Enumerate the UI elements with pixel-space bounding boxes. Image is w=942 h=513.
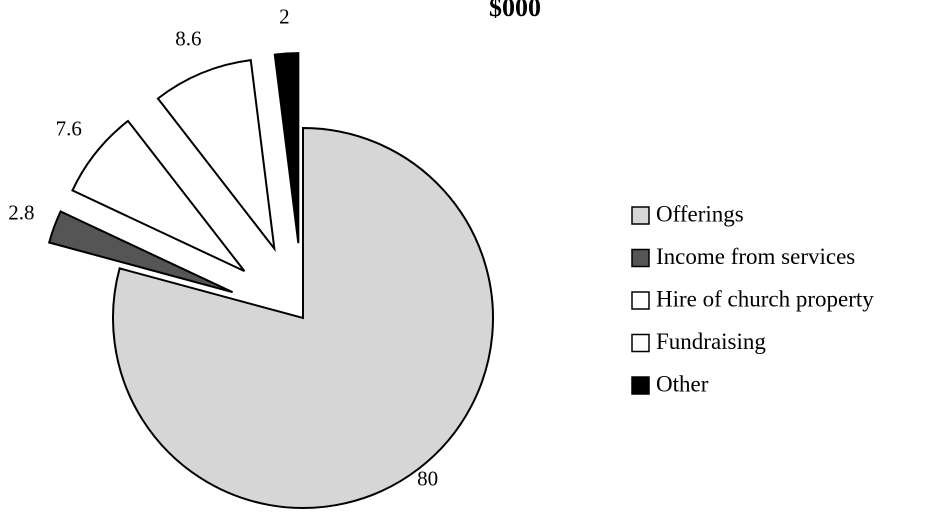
legend-swatch (631, 333, 650, 353)
legend-label: Hire of church property (656, 286, 874, 311)
legend-swatch (631, 376, 650, 395)
pie-slice (112, 126, 494, 509)
legend-swatch (631, 206, 650, 225)
pie-slice (273, 52, 300, 244)
chart-title: $000 (489, 0, 541, 22)
pie-slice (47, 210, 234, 294)
data-label: 7.6 (56, 116, 82, 140)
legend-swatch (631, 248, 650, 268)
data-label: 2 (279, 4, 290, 28)
legend-label: Other (656, 371, 709, 396)
pie-slice (71, 119, 246, 273)
legend-swatch (631, 291, 650, 310)
legend-label: Fundraising (656, 329, 766, 354)
legend-label: Offerings (656, 201, 744, 226)
legend-label: Income from services (656, 244, 855, 269)
data-label: 80 (417, 467, 438, 491)
data-label: 8.6 (175, 27, 201, 51)
data-label: 2.8 (8, 201, 34, 225)
pie-slice (156, 59, 276, 253)
